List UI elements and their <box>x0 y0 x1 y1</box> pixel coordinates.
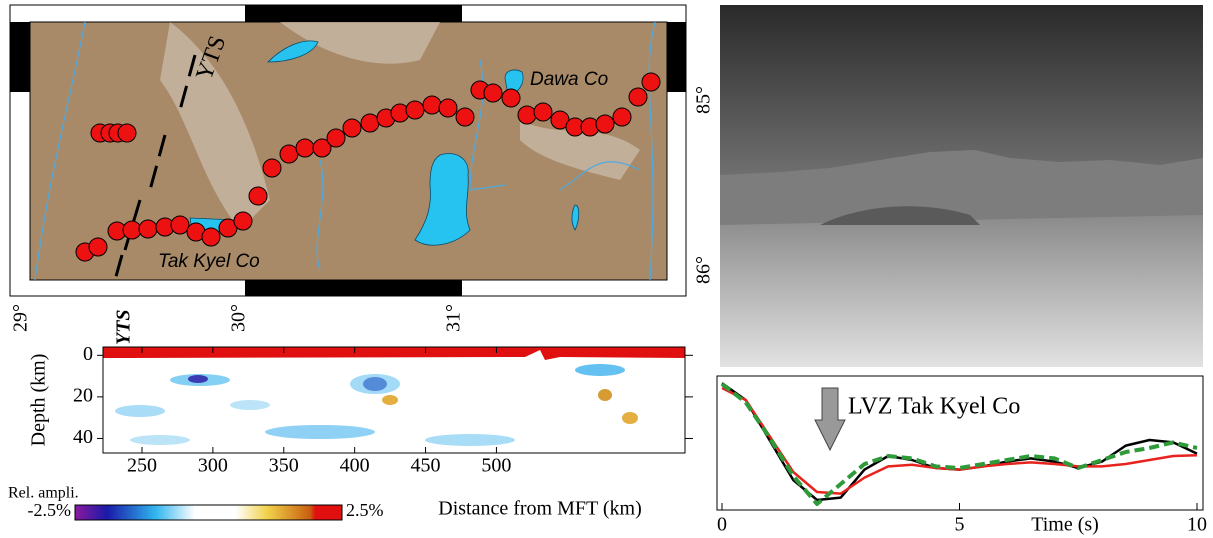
y-tick-label: 40 <box>73 426 93 448</box>
lat-tick-label: 85° <box>693 86 715 114</box>
station <box>138 219 158 239</box>
y-axis-label: Depth (km) <box>28 354 50 447</box>
station <box>170 215 190 235</box>
y-tick-label: 20 <box>73 384 93 406</box>
photo <box>720 5 1203 367</box>
lon-tick-label: 29° <box>10 304 32 332</box>
station <box>117 123 137 143</box>
station <box>628 87 648 107</box>
x-tick-label: 0 <box>717 514 727 536</box>
x-tick-label: 500 <box>481 455 511 477</box>
lake-label: Dawa Co <box>530 69 608 90</box>
rivers <box>34 21 656 281</box>
station <box>88 237 108 257</box>
station <box>483 83 503 103</box>
waveform-line <box>721 386 1198 495</box>
station <box>342 118 362 138</box>
station <box>248 186 268 206</box>
map: YTS Dawa Co Tak Kyel Co 29° 30° 31° 85° … <box>9 4 715 332</box>
lon-tick-label: 30° <box>228 304 250 332</box>
frame-segment <box>245 5 462 22</box>
photo-ground <box>720 215 1203 367</box>
station <box>312 138 332 158</box>
section-frame <box>102 346 686 454</box>
station <box>201 227 221 247</box>
waveform-line <box>720 382 1198 506</box>
section-near-surface <box>103 347 685 360</box>
x-tick-label: 5 <box>955 514 965 536</box>
station <box>612 107 632 127</box>
station <box>326 128 346 148</box>
station <box>295 138 315 158</box>
station <box>517 105 537 125</box>
station <box>455 107 475 127</box>
section-anomalies <box>115 364 638 446</box>
station <box>279 144 299 164</box>
station <box>122 220 142 240</box>
station <box>438 98 458 118</box>
waveform-plot: 0 5 10 Time (s) LVZ Tak Kyel Co <box>716 375 1207 536</box>
x-tick-label: 350 <box>269 455 299 477</box>
lake-label: Tak Kyel Co <box>158 251 260 272</box>
x-tick-label: 250 <box>127 455 157 477</box>
y-tick-label: 0 <box>83 343 93 365</box>
annotation: LVZ Tak Kyel Co <box>848 394 1020 420</box>
waveform-frame <box>716 375 1204 511</box>
frame-segment <box>667 22 686 92</box>
colorbar-tick-label: -2.5% <box>28 500 72 520</box>
frame-segment <box>10 22 30 92</box>
station <box>533 102 553 122</box>
station <box>422 95 442 115</box>
stations <box>75 72 661 262</box>
x-tick-label: 10 <box>1187 514 1207 536</box>
frame-segment <box>245 280 462 296</box>
station <box>641 72 661 92</box>
colorbar <box>74 504 343 521</box>
station <box>262 158 282 178</box>
x-tick-label: 400 <box>340 455 370 477</box>
x-axis-label: Distance from MFT (km) <box>438 498 642 520</box>
arrow <box>814 387 846 452</box>
x-tick-label: 300 <box>198 455 228 477</box>
section-plot: 250 300 350 400 450 500 0 20 40 Depth (km) Distanc… <box>8 309 693 521</box>
lon-tick-label: 31° <box>443 304 465 332</box>
x-axis-label: Time (s) <box>1031 514 1099 536</box>
annotation: YTS <box>113 309 135 345</box>
station <box>233 211 253 231</box>
photo-hill <box>820 206 980 225</box>
station <box>360 113 380 133</box>
x-tick-label: 450 <box>411 455 441 477</box>
lat-tick-label: 86° <box>693 256 715 284</box>
station <box>595 114 615 134</box>
station <box>405 100 425 120</box>
colorbar-title: Rel. ampli. <box>8 485 79 502</box>
station <box>501 88 521 108</box>
colorbar-tick-label: 2.5% <box>346 500 384 520</box>
